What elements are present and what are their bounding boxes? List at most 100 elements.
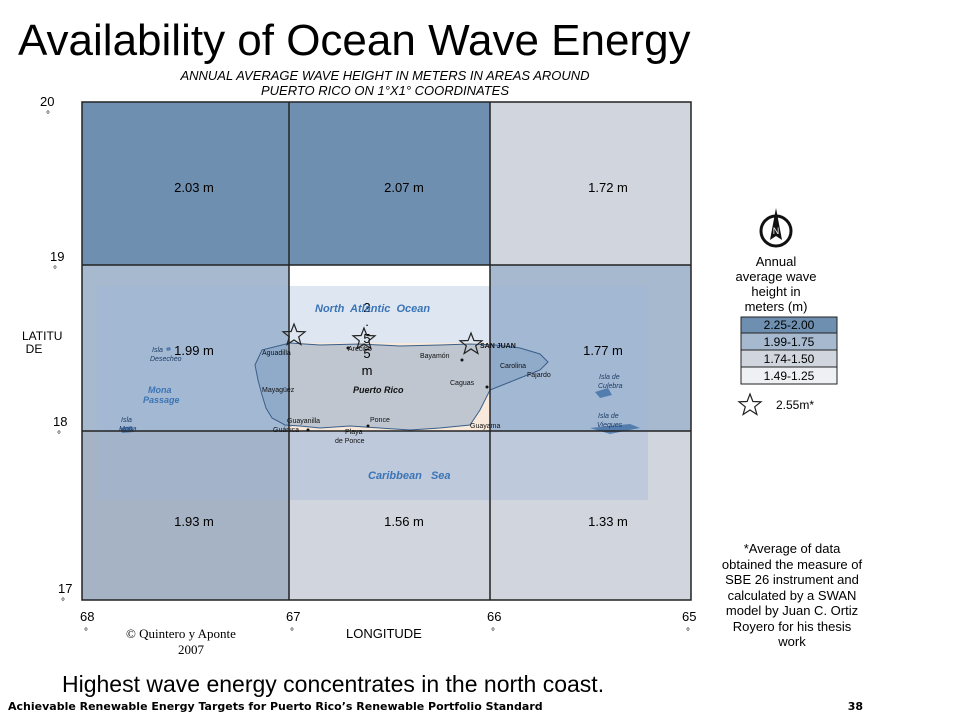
grid-cell-r1c0 xyxy=(82,265,289,431)
label-caguas: Caguas xyxy=(450,380,475,387)
legend-star-label: 2.55m* xyxy=(776,398,814,412)
footnote: *Average of data obtained the measure of… xyxy=(712,541,872,650)
label-guayanilla: Guayanilla xyxy=(287,418,320,425)
legend-title: Annual average wave height in meters (m) xyxy=(716,254,836,314)
label-isla-mona-1: Isla xyxy=(121,417,132,424)
legend-range-label-0: 2.25-2.00 xyxy=(764,318,815,332)
legend-ranges: 2.25-2.00 1.99-1.75 1.74-1.50 1.49-1.25 xyxy=(740,316,838,385)
label-mayaguez: Mayagüez xyxy=(262,387,295,394)
lat-tick-19-deg: ° xyxy=(53,265,57,276)
legend-title-line3: height in xyxy=(751,284,801,299)
label-aguadilla: Aguadilla xyxy=(262,350,291,357)
center-value-char-2: 5 xyxy=(363,331,370,346)
copyright-line2: 2007 xyxy=(178,642,204,657)
grid-lines xyxy=(81,101,692,601)
footnote-line3: SBE 26 instrument and xyxy=(725,572,859,587)
grid-cell-r0c1 xyxy=(289,102,490,265)
map-center-land-overlay xyxy=(289,343,490,431)
legend-range-label-3: 1.49-1.25 xyxy=(764,369,815,383)
grid-cell-r2c2 xyxy=(490,431,691,600)
star-icon-san-juan xyxy=(458,331,484,355)
label-carolina: Carolina xyxy=(500,363,526,370)
center-value-char-3: 5 xyxy=(363,346,370,361)
label-puerto-rico: Puerto Rico xyxy=(353,385,404,395)
lon-tick-67-deg: ° xyxy=(290,627,294,638)
grid-cell-r0c0 xyxy=(82,102,289,265)
latitude-axis-label: LATITU DE xyxy=(22,329,63,356)
puerto-rico-island xyxy=(254,342,549,431)
lon-tick-68-deg: ° xyxy=(84,627,88,638)
lat-tick-18-deg: ° xyxy=(57,430,61,441)
grid-cell-r0c2 xyxy=(490,102,691,265)
isla-culebra-shape xyxy=(595,388,612,398)
map-copyright: © Quintero y Aponte 2007 xyxy=(126,626,236,658)
label-isla-desecheo-2: Desecheo xyxy=(150,356,182,363)
legend-title-line1: Annual xyxy=(755,254,797,269)
grid-cells xyxy=(82,102,691,600)
legend-title-line4: meters (m) xyxy=(744,299,808,314)
lon-tick-65: 65 xyxy=(682,609,696,624)
legend-range-label-2: 1.74-1.50 xyxy=(764,352,815,366)
footnote-line2: obtained the measure of xyxy=(721,556,863,572)
cell-value-r0c0: 2.03 m xyxy=(174,180,214,195)
grid-cell-r2c0 xyxy=(82,431,289,600)
lat-tick-19: 19 xyxy=(50,249,64,264)
lon-tick-68: 68 xyxy=(80,609,94,624)
latitude-label-1: LATITU xyxy=(22,329,63,343)
city-dots xyxy=(306,346,489,432)
label-isla-desecheo-1: Isla xyxy=(152,347,163,354)
map-subtitle-line1: ANNUAL AVERAGE WAVE HEIGHT IN METERS IN … xyxy=(180,68,590,83)
cell-value-r1c2: 1.77 m xyxy=(583,343,623,358)
measurement-stars xyxy=(281,322,484,355)
label-mona-passage-1: Mona xyxy=(148,385,172,395)
legend-star-icon xyxy=(737,392,763,416)
center-value-char-0: 2 xyxy=(363,300,370,315)
label-north-atlantic: North Atlantic Ocean xyxy=(315,303,430,315)
legend-title-line2: average wave xyxy=(735,269,817,284)
lat-tick-20: 20 xyxy=(40,94,54,109)
label-guanica: Guánica xyxy=(273,427,299,434)
page-number: 38 xyxy=(847,700,863,713)
lon-tick-66: 66 xyxy=(487,609,501,624)
grid-cell-r1c2 xyxy=(490,265,691,431)
footnote-line5: model by Juan C. Ortiz xyxy=(725,603,859,618)
slide-caption: Highest wave energy concentrates in the … xyxy=(62,671,605,697)
isla-desecheo-shape xyxy=(166,347,171,351)
label-isla-mona-2: Mona xyxy=(119,426,137,433)
label-isla-culebra-2: Culebra xyxy=(598,383,623,390)
center-value-char-4: m xyxy=(362,363,373,378)
label-playa-ponce-1: Playa xyxy=(345,429,363,436)
lat-tick-20-deg: ° xyxy=(46,110,50,121)
slide-title: Availability of Ocean Wave Energy xyxy=(18,16,691,65)
footnote-line1: *Average of data xyxy=(743,541,841,556)
lat-tick-17-deg: ° xyxy=(61,597,65,608)
star-icon-aguadilla xyxy=(281,322,307,346)
label-isla-culebra-1: Isla de xyxy=(599,374,620,381)
cell-value-r2c0: 1.93 m xyxy=(174,514,214,529)
lat-tick-18: 18 xyxy=(53,414,67,429)
slide-footer: Achievable Renewable Energy Targets for … xyxy=(8,700,863,713)
label-arecibo: Arecibo xyxy=(348,346,372,353)
lon-tick-65-deg: ° xyxy=(686,627,690,638)
map-subtitle-line2: PUERTO RICO ON 1°X1° COORDINATES xyxy=(260,83,510,98)
grid-cell-r2c1 xyxy=(289,431,490,600)
cell-value-r2c2: 1.33 m xyxy=(588,514,628,529)
legend-range-label-1: 1.99-1.75 xyxy=(764,335,815,349)
footer-title: Achievable Renewable Energy Targets for … xyxy=(8,700,543,713)
lon-tick-67: 67 xyxy=(286,609,300,624)
footnote-line7: work xyxy=(778,634,806,649)
lon-tick-66-deg: ° xyxy=(491,627,495,638)
star-icon-arecibo xyxy=(351,326,377,350)
label-playa-ponce-2: de Ponce xyxy=(335,438,365,445)
legend-swatch-3 xyxy=(740,366,838,385)
label-mona-passage-2: Passage xyxy=(143,395,180,405)
compass-icon: N xyxy=(759,208,793,248)
latitude-label-2: DE xyxy=(25,342,43,356)
compass-letter: N xyxy=(773,226,780,236)
footnote-line6: Royero for his thesis xyxy=(732,618,852,634)
label-guayama: Guayama xyxy=(470,423,500,430)
label-ponce: Ponce xyxy=(370,417,390,424)
label-bayamon: Bayamón xyxy=(420,353,450,360)
cell-value-r1c0: 1.99 m xyxy=(174,343,214,358)
label-isla-vieques-1: Isla de xyxy=(598,413,619,420)
